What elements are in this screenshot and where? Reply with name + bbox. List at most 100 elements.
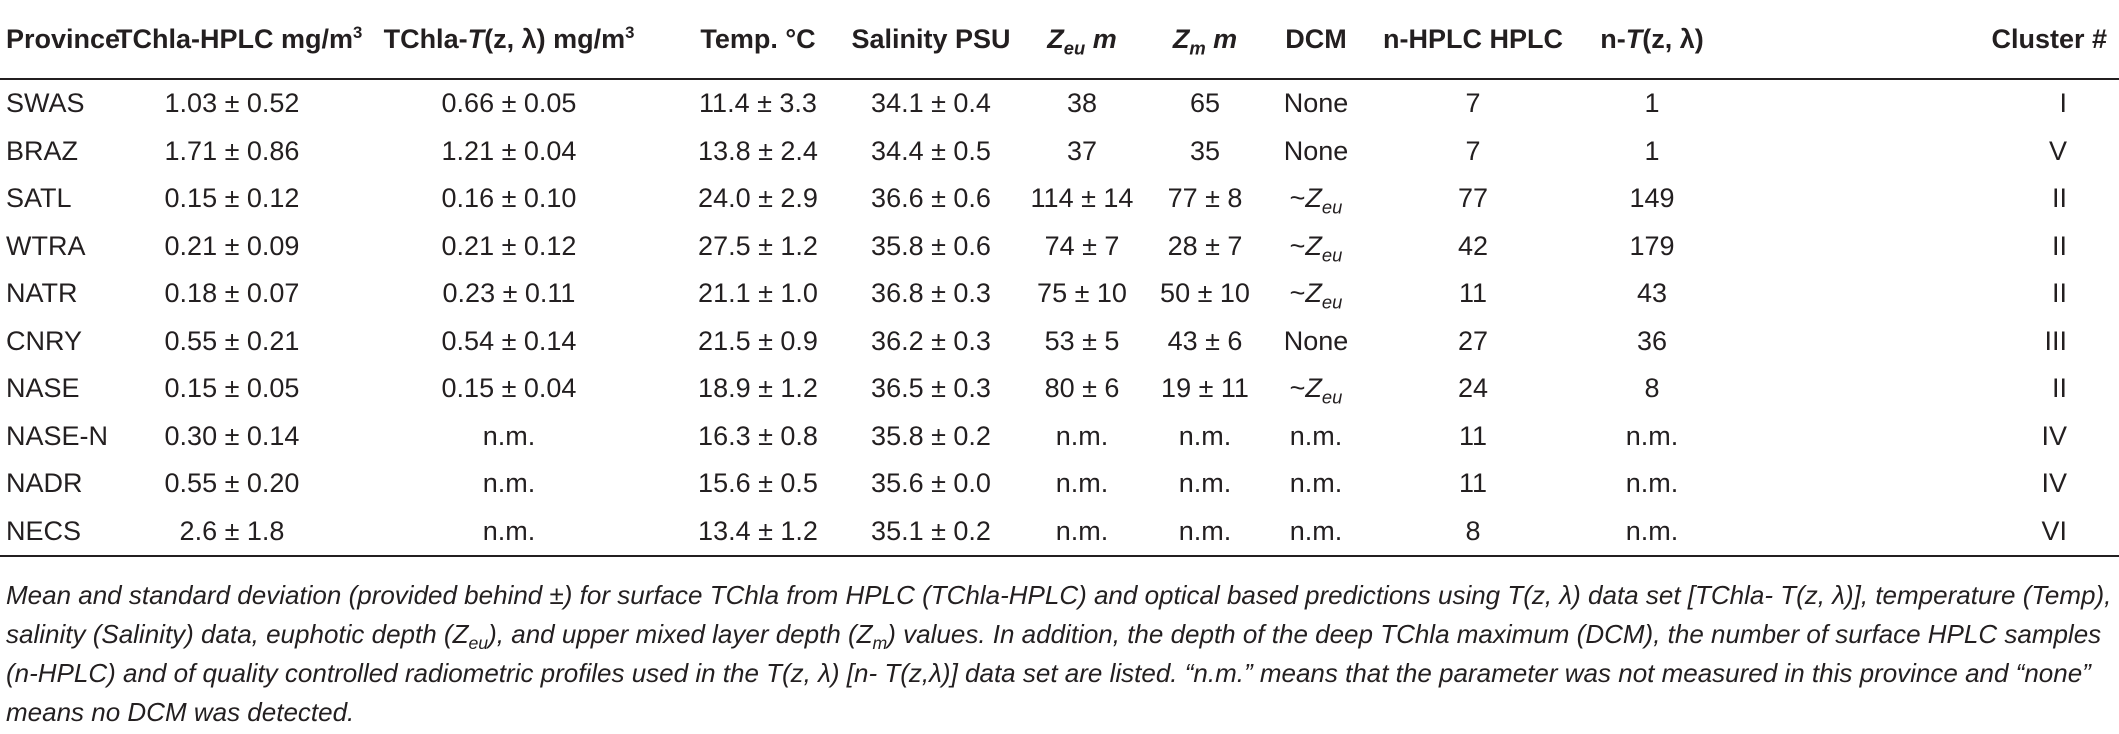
temp-cell: 24.0 ± 2.9 (698, 183, 818, 214)
tchla-hplc-cell: 0.18 ± 0.07 (164, 278, 300, 309)
zm-cell: 50 ± 10 (1160, 278, 1250, 309)
zeu-cell: n.m. (1016, 507, 1148, 557)
tchla-hplc-cell: 1.71 ± 0.86 (164, 135, 300, 166)
temp-cell: 21.1 ± 1.0 (698, 278, 818, 309)
n-hplc-cell: 11 (1458, 420, 1488, 451)
temp-cell: 18.9 ± 1.2 (698, 373, 818, 404)
dcm-cell: None (1283, 135, 1349, 166)
n-hplc-cell: 77 (1457, 183, 1489, 214)
tchla-hplc-cell: 1.03 ± 0.52 (164, 88, 300, 119)
tchla-hplc-cell: 0.30 ± 0.14 (164, 420, 300, 451)
dcm-cell: ~Zeu (1289, 230, 1343, 266)
cluster-cell: V (2048, 135, 2067, 166)
salinity-cell: 35.8 ± 0.2 (871, 420, 991, 451)
n-hplc-cell: 42 (1457, 230, 1489, 261)
table-row: NASE-N 0.30 ± 0.14 n.m. 16.3 ± 0.8 35.8 ± 0.… (0, 413, 2119, 461)
tchla-hplc-cell: 0.55 ± 0.20 (164, 468, 300, 499)
temp-cell: 13.8 ± 2.4 (698, 135, 818, 166)
zm-cell: 28 ± 7 (1167, 230, 1243, 261)
n-t-cell: 149 (1629, 183, 1675, 214)
tchla-hplc-cell: 2.6 ± 1.8 (116, 507, 348, 557)
tchla-hplc-cell: 0.21 ± 0.09 (164, 230, 300, 261)
temp-cell: 13.4 ± 1.2 (670, 507, 846, 557)
col-header-temp: Temp. °C (670, 0, 846, 80)
temp-cell: 27.5 ± 1.2 (698, 230, 818, 261)
dcm-cell: n.m. (1262, 507, 1370, 557)
zm-cell: n.m. (1148, 507, 1262, 557)
zeu-cell: n.m. (1055, 468, 1109, 499)
salinity-cell: 35.8 ± 0.6 (871, 230, 991, 261)
tchla-t-cell: 0.21 ± 0.12 (441, 230, 577, 261)
province-cell: SWAS (6, 88, 85, 119)
zeu-cell: 38 (1066, 88, 1098, 119)
n-hplc-cell: 7 (1465, 135, 1481, 166)
col-header-dcm: DCM (1262, 0, 1370, 80)
temp-cell: 16.3 ± 0.8 (698, 420, 818, 451)
col-header-zeu: Zeu m (1016, 0, 1148, 80)
dcm-cell: ~Zeu (1289, 183, 1343, 218)
cluster-cell: I (2059, 88, 2067, 119)
province-cell: NASE-N (6, 420, 109, 451)
salinity-cell: 34.4 ± 0.5 (871, 135, 991, 166)
zeu-cell: 53 ± 5 (1044, 325, 1120, 356)
salinity-cell: 36.8 ± 0.3 (871, 278, 991, 309)
n-hplc-cell: 7 (1465, 88, 1481, 119)
tchla-t-cell: 1.21 ± 0.04 (441, 135, 577, 166)
province-table: Province TChla-HPLC mg/m3 TChla-T(z, λ) … (0, 0, 2119, 557)
table-row: NADR 0.55 ± 0.20 n.m. 15.6 ± 0.5 35.6 ± 0.0 n… (0, 460, 2119, 508)
n-hplc-cell: 11 (1458, 468, 1488, 499)
province-cell: BRAZ (6, 135, 79, 166)
province-cell: CNRY (6, 325, 83, 356)
dcm-cell: ~Zeu (1289, 373, 1343, 408)
zm-cell: n.m. (1178, 468, 1232, 499)
col-header-province: Province (0, 0, 120, 80)
dcm-cell: n.m. (1289, 420, 1343, 451)
salinity-cell: 35.1 ± 0.2 (846, 507, 1016, 557)
tchla-t-cell: 0.15 ± 0.04 (441, 373, 577, 404)
province-cell: WTRA (6, 230, 86, 261)
zm-cell: 35 (1189, 135, 1221, 166)
tchla-t-cell: 0.54 ± 0.14 (441, 325, 577, 356)
dcm-cell: None (1283, 88, 1349, 119)
col-header-cluster: Cluster # (1728, 0, 2119, 80)
zeu-cell: 37 (1066, 135, 1098, 166)
zm-cell: 43 ± 6 (1167, 325, 1243, 356)
zm-cell: 65 (1189, 88, 1221, 119)
table-row: CNRY 0.55 ± 0.21 0.54 ± 0.14 21.5 ± 0.9 36.2… (0, 318, 2119, 366)
tchla-t-cell: 0.23 ± 0.11 (442, 278, 576, 309)
salinity-cell: 36.2 ± 0.3 (871, 325, 991, 356)
table-caption: Mean and standard deviation (provided be… (6, 580, 2112, 727)
tchla-hplc-cell: 0.15 ± 0.12 (164, 183, 300, 214)
col-header-salinity: Salinity PSU (846, 0, 1016, 80)
col-header-zm: Zm m (1148, 0, 1262, 80)
zeu-cell: n.m. (1055, 420, 1109, 451)
salinity-cell: 36.6 ± 0.6 (871, 183, 991, 214)
n-t-cell: 43 (1636, 278, 1668, 309)
table-row: SWAS 1.03 ± 0.52 0.66 ± 0.05 11.4 ± 3.3 34.1… (0, 79, 2119, 128)
tchla-t-cell: n.m. (482, 420, 536, 451)
tchla-t-cell: n.m. (482, 468, 536, 499)
n-t-cell: n.m. (1576, 507, 1728, 557)
province-cell: SATL (6, 183, 72, 214)
cluster-cell: II (2051, 373, 2067, 404)
n-t-cell: 179 (1629, 230, 1675, 261)
temp-cell: 11.4 ± 3.3 (699, 88, 817, 119)
n-hplc-cell: 11 (1458, 278, 1488, 309)
tchla-hplc-cell: 0.15 ± 0.05 (164, 373, 300, 404)
n-t-cell: n.m. (1625, 420, 1679, 451)
zeu-cell: 74 ± 7 (1044, 230, 1120, 261)
n-t-cell: 36 (1636, 325, 1668, 356)
cluster-cell: IV (2041, 420, 2067, 451)
dcm-cell: n.m. (1289, 468, 1343, 499)
n-hplc-cell: 27 (1457, 325, 1489, 356)
tchla-hplc-cell: 0.55 ± 0.21 (164, 325, 300, 356)
zeu-cell: 80 ± 6 (1044, 373, 1120, 404)
tchla-t-cell: 0.66 ± 0.05 (441, 88, 577, 119)
table-row: BRAZ 1.71 ± 0.86 1.21 ± 0.04 13.8 ± 2.4 34.4… (0, 128, 2119, 176)
n-t-cell: n.m. (1625, 468, 1679, 499)
n-t-cell: 8 (1644, 373, 1660, 404)
col-header-n-hplc: n-HPLC HPLC (1370, 0, 1576, 80)
temp-cell: 21.5 ± 0.9 (698, 325, 818, 356)
province-cell: NADR (6, 468, 83, 499)
